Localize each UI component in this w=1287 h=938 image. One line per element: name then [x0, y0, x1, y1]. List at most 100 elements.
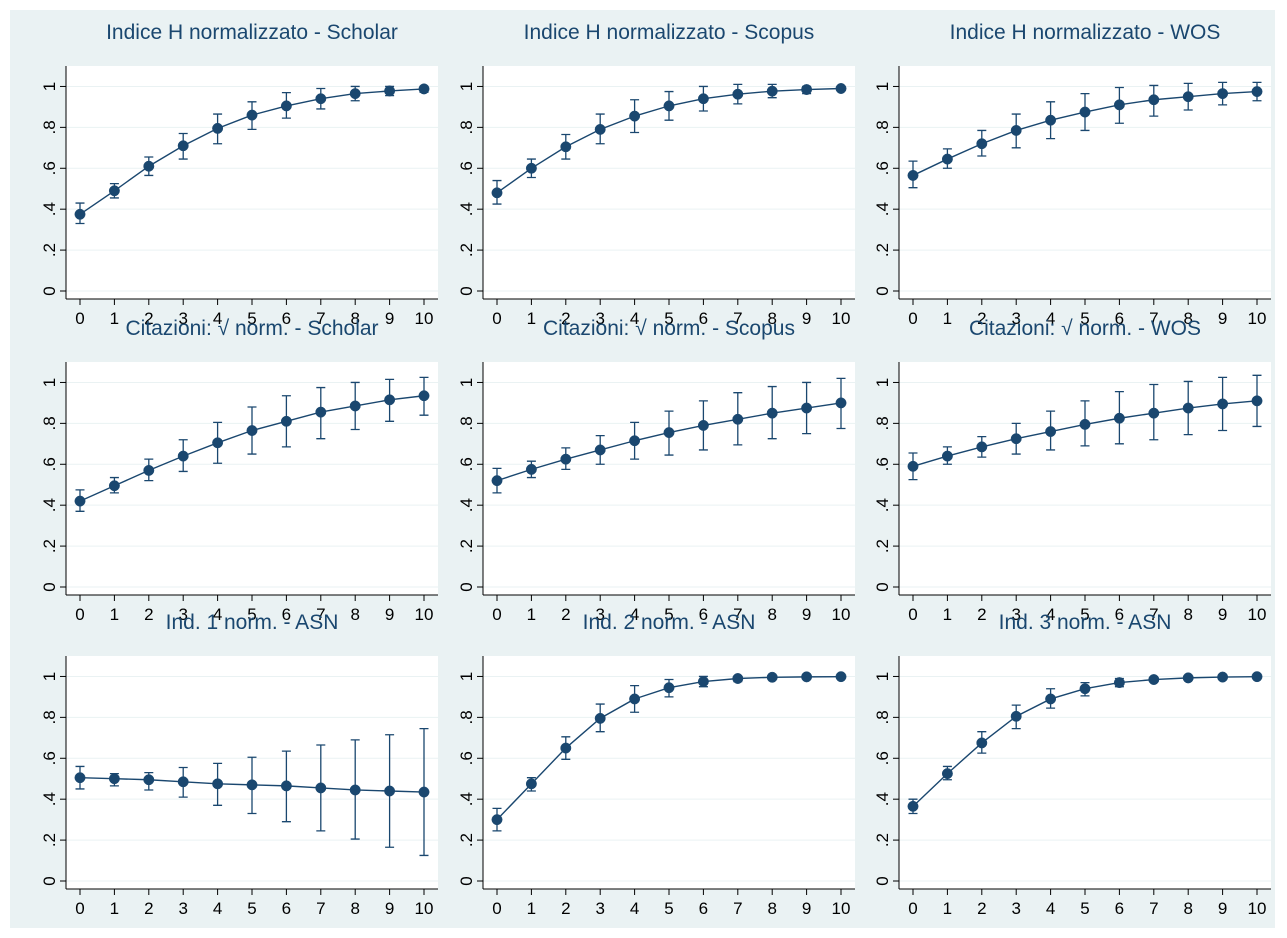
- x-tick-label: 8: [767, 605, 776, 624]
- data-point: [766, 671, 778, 683]
- data-point: [560, 742, 572, 754]
- y-tick-label: .8: [873, 710, 892, 724]
- data-point: [280, 415, 292, 427]
- x-tick-label: 0: [75, 309, 84, 328]
- chart-title: Citazioni: √ norm. - Scholar: [125, 317, 378, 340]
- data-point: [1079, 418, 1091, 430]
- data-point: [732, 88, 744, 100]
- data-point: [697, 676, 709, 688]
- data-point: [1182, 91, 1194, 103]
- data-point: [1045, 114, 1057, 126]
- x-tick-label: 10: [1248, 309, 1267, 328]
- x-tick-label: 10: [832, 605, 851, 624]
- y-tick-label: .4: [457, 202, 476, 216]
- x-tick-label: 8: [767, 309, 776, 328]
- x-tick-label: 5: [247, 605, 256, 624]
- data-point: [766, 85, 778, 97]
- data-point: [108, 773, 120, 785]
- x-tick-label: 10: [415, 309, 434, 328]
- x-tick-label: 3: [595, 309, 604, 328]
- data-point: [74, 772, 86, 784]
- data-point: [491, 187, 503, 199]
- y-tick-label: 0: [40, 582, 59, 591]
- data-point: [941, 450, 953, 462]
- y-tick-label: .6: [873, 457, 892, 471]
- chart-title: Indice H normalizzato - Scopus: [524, 21, 815, 44]
- x-tick-label: 4: [1046, 605, 1055, 624]
- data-point: [801, 671, 813, 683]
- data-point: [629, 435, 641, 447]
- y-tick-label: .2: [40, 539, 59, 553]
- x-tick-label: 9: [385, 605, 394, 624]
- y-tick-label: .2: [457, 243, 476, 257]
- x-tick-label: 6: [1115, 309, 1124, 328]
- x-tick-label: 5: [664, 605, 673, 624]
- x-tick-label: 8: [1183, 605, 1192, 624]
- x-tick-label: 1: [527, 605, 536, 624]
- x-tick-label: 9: [802, 309, 811, 328]
- chart-title: Ind. 2 norm. - ASN: [583, 611, 756, 634]
- x-tick-label: 5: [664, 899, 673, 918]
- x-tick-label: 1: [943, 309, 952, 328]
- y-tick-label: .4: [40, 792, 59, 806]
- x-tick-label: 9: [385, 309, 394, 328]
- data-point: [594, 444, 606, 456]
- data-point: [907, 169, 919, 181]
- data-point: [663, 427, 675, 439]
- y-tick-label: .6: [457, 161, 476, 175]
- y-tick-label: 1: [457, 672, 476, 681]
- y-tick-label: .8: [873, 416, 892, 430]
- y-tick-label: .8: [40, 120, 59, 134]
- x-tick-label: 3: [178, 605, 187, 624]
- y-tick-label: 0: [457, 876, 476, 885]
- data-point: [907, 800, 919, 812]
- y-tick-label: .6: [40, 751, 59, 765]
- x-tick-label: 5: [1080, 605, 1089, 624]
- data-point: [835, 397, 847, 409]
- y-tick-label: 1: [40, 82, 59, 91]
- data-point: [108, 185, 120, 197]
- data-point: [418, 786, 430, 798]
- data-point: [1113, 412, 1125, 424]
- y-tick-label: .2: [40, 243, 59, 257]
- data-point: [835, 671, 847, 683]
- y-tick-label: .6: [457, 751, 476, 765]
- y-tick-label: 1: [40, 378, 59, 387]
- y-tick-label: 0: [873, 876, 892, 885]
- x-tick-label: 10: [1248, 899, 1267, 918]
- data-point: [629, 693, 641, 705]
- y-tick-label: .8: [40, 710, 59, 724]
- y-tick-label: .4: [873, 498, 892, 512]
- data-point: [349, 400, 361, 412]
- data-point: [384, 394, 396, 406]
- x-tick-label: 2: [144, 309, 153, 328]
- data-point: [1113, 677, 1125, 689]
- x-tick-label: 10: [1248, 605, 1267, 624]
- figure: Indice H normalizzato - Scholar 0 .2 .4 .6 .8…: [10, 10, 1275, 928]
- y-tick-label: .6: [873, 751, 892, 765]
- plot-area: [66, 66, 438, 299]
- x-tick-label: 1: [943, 899, 952, 918]
- x-tick-label: 9: [1218, 309, 1227, 328]
- data-point: [1251, 86, 1263, 98]
- x-tick-label: 0: [75, 605, 84, 624]
- data-point: [1148, 674, 1160, 685]
- data-point: [418, 83, 430, 95]
- x-tick-label: 1: [527, 899, 536, 918]
- chart-title: Citazioni: √ norm. - WOS: [969, 317, 1201, 340]
- x-tick-label: 10: [832, 309, 851, 328]
- y-tick-label: .4: [873, 202, 892, 216]
- x-tick-label: 4: [1046, 309, 1055, 328]
- y-tick-label: 1: [873, 82, 892, 91]
- y-tick-label: 1: [873, 378, 892, 387]
- x-tick-label: 7: [316, 309, 325, 328]
- x-tick-label: 5: [1080, 899, 1089, 918]
- x-tick-label: 4: [630, 899, 639, 918]
- data-point: [1079, 106, 1091, 118]
- y-tick-label: .2: [457, 539, 476, 553]
- x-tick-label: 3: [1011, 309, 1020, 328]
- x-tick-label: 1: [110, 309, 119, 328]
- data-point: [212, 778, 224, 790]
